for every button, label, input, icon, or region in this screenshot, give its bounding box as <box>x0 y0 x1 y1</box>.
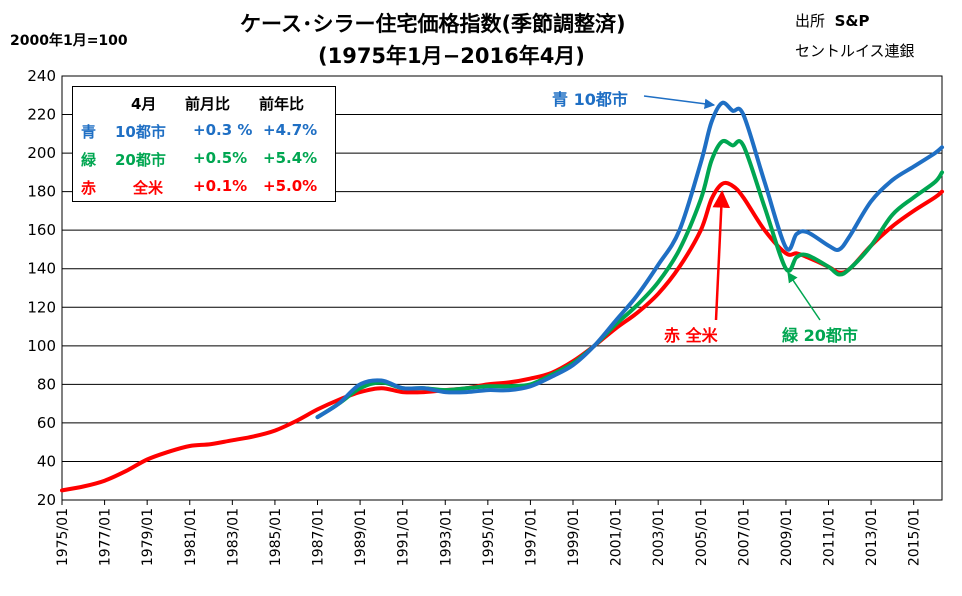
source-name: S&P <box>834 12 870 30</box>
x-tick-label-1983: 1983/01 <box>225 508 241 566</box>
y-tick-label-20: 20 <box>37 491 56 509</box>
legend-row-us-yoy: +5.0% <box>263 177 318 195</box>
x-tick-label-2005: 2005/01 <box>694 508 710 566</box>
source-line-2: セントルイス連銀 <box>795 42 915 60</box>
legend-box: 4月 前月比 前年比 青 10都市 +0.3 % +4.7% 緑 20都市 +0… <box>72 86 336 202</box>
y-tick-label-40: 40 <box>37 452 56 470</box>
x-tick-label-2011: 2011/01 <box>822 508 838 566</box>
legend-row-20-yoy: +5.4% <box>263 149 318 167</box>
legend-header-yoy: 前年比 <box>259 95 305 113</box>
x-tick-label-2001: 2001/01 <box>609 508 625 566</box>
x-tick-label-1991: 1991/01 <box>396 508 412 566</box>
annotation-arrow-green <box>787 271 821 321</box>
x-tick-label-1997: 1997/01 <box>523 508 539 566</box>
legend-row-20-name: 20都市 <box>115 151 166 169</box>
source-line-1: 出所 S&P <box>795 10 869 31</box>
legend-row-us-name: 全米 <box>133 179 164 197</box>
y-tick-label-100: 100 <box>27 337 56 355</box>
series-lines <box>60 100 944 493</box>
x-tick-label-1977: 1977/01 <box>98 508 114 566</box>
chart-title: ケース･シラー住宅価格指数(季節調整済) <box>240 12 626 36</box>
x-tick-label-1985: 1985/01 <box>268 508 284 566</box>
legend-row-10-yoy: +4.7% <box>263 121 318 139</box>
y-tick-label-220: 220 <box>27 106 56 124</box>
y-tick-label-140: 140 <box>27 260 56 278</box>
y-tick-label-120: 120 <box>27 298 56 316</box>
x-tick-label-1987: 1987/01 <box>311 508 327 566</box>
plot-frame <box>61 75 943 501</box>
annotation-blue: 青 10都市 <box>552 90 628 109</box>
y-tick-label-60: 60 <box>37 414 56 432</box>
y-axis: 20 40 60 80 100 120 140 160 180 200 220 240 <box>27 67 56 509</box>
x-tick-label-1981: 1981/01 <box>183 508 199 566</box>
series-20-city-line <box>315 138 944 420</box>
x-tick-label-1993: 1993/01 <box>438 508 454 566</box>
x-tick-label-2015: 2015/01 <box>907 508 923 566</box>
x-tick-label-1989: 1989/01 <box>353 508 369 566</box>
source-label: 出所 <box>795 12 826 30</box>
x-tick-label-2009: 2009/01 <box>779 508 795 566</box>
legend-row-10-mom: +0.3 % <box>193 121 253 139</box>
legend-header-mom: 前月比 <box>185 95 231 113</box>
x-tick-label-2003: 2003/01 <box>651 508 667 566</box>
annotation-arrow-red <box>712 190 731 321</box>
x-tick-label-1995: 1995/01 <box>481 508 497 566</box>
y-tick-label-240: 240 <box>27 67 56 85</box>
base-note: 2000年1月=100 <box>10 33 128 49</box>
x-tick-label-2013: 2013/01 <box>864 508 880 566</box>
x-axis: 1975/01 1977/01 1979/01 1981/01 1983/01 1985/… <box>55 500 923 566</box>
x-tick-label-1979: 1979/01 <box>140 508 156 566</box>
legend-row-10-color-word: 青 <box>81 123 97 141</box>
legend-row-10-name: 10都市 <box>115 123 166 141</box>
series-10-city-line <box>315 100 944 420</box>
legend-row-20-color-word: 緑 <box>81 151 97 169</box>
x-tick-label-2007: 2007/01 <box>736 508 752 566</box>
chart-subtitle: (1975年1月−2016年4月) <box>318 44 585 68</box>
legend-row-20-mom: +0.5% <box>193 149 248 167</box>
annotation-red: 赤 全米 <box>664 326 718 345</box>
y-tick-label-80: 80 <box>37 375 56 393</box>
y-tick-label-180: 180 <box>27 183 56 201</box>
x-tick-label-1999: 1999/01 <box>566 508 582 566</box>
legend-row-us-color-word: 赤 <box>81 179 97 197</box>
annotation-green: 緑 20都市 <box>782 326 858 345</box>
x-tick-label-1975: 1975/01 <box>55 508 71 566</box>
annotation-arrow-blue <box>643 95 716 109</box>
y-tick-label-160: 160 <box>27 221 56 239</box>
y-tick-label-200: 200 <box>27 144 56 162</box>
legend-header-month: 4月 <box>131 95 157 113</box>
legend-row-us-mom: +0.1% <box>193 177 248 195</box>
annotation-arrows <box>643 95 821 321</box>
